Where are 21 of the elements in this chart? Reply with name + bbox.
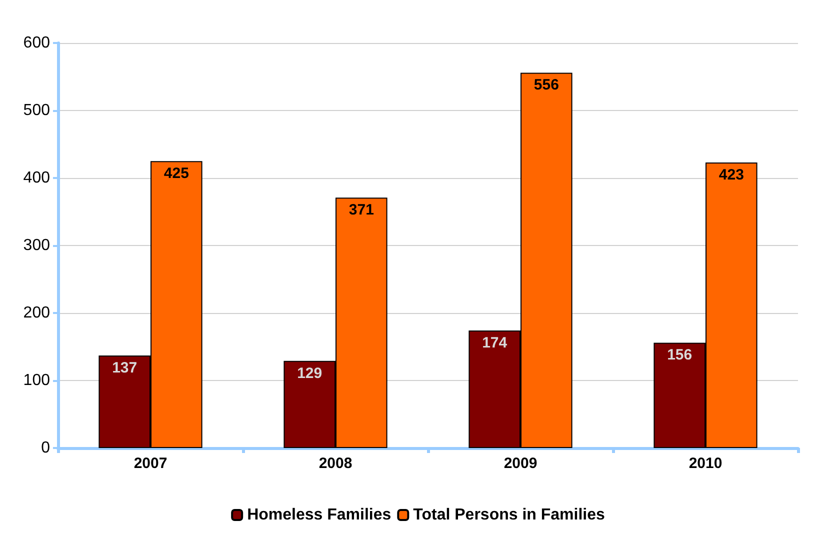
y-tick-label: 0 xyxy=(41,440,50,456)
data-label: 556 xyxy=(534,76,559,94)
y-tick-label: 300 xyxy=(23,237,50,254)
data-label: 371 xyxy=(348,202,374,219)
x-tick-label: 2010 xyxy=(688,455,722,472)
y-tick-label: 200 xyxy=(23,304,50,322)
data-label: 174 xyxy=(482,334,508,352)
y-tick-label: 400 xyxy=(23,170,50,186)
data-label: 156 xyxy=(667,346,692,364)
legend-label: Homeless Families xyxy=(247,506,392,524)
data-label: 425 xyxy=(164,165,189,182)
x-tick-label: 2008 xyxy=(318,455,352,472)
data-label: 129 xyxy=(297,364,322,382)
y-tick-label: 500 xyxy=(23,102,50,119)
legend-label: Total Persons in Families xyxy=(413,506,606,524)
data-label: 137 xyxy=(112,360,138,377)
data-label: 423 xyxy=(718,166,744,184)
x-tick-label: 2009 xyxy=(504,455,538,472)
y-tick-label: 600 xyxy=(23,34,50,52)
y-tick-label: 100 xyxy=(23,372,50,389)
x-tick-label: 2007 xyxy=(134,455,168,472)
